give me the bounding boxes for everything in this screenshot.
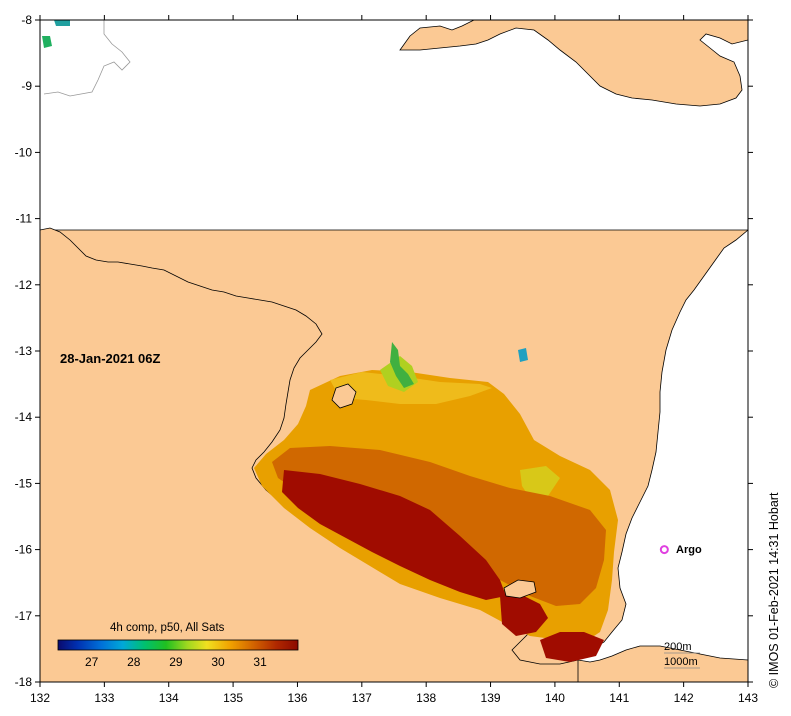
legend-tick-label: 31 [253,655,267,669]
contour-200-label: 200m [664,641,692,653]
lon-tick-label: 132 [30,691,50,705]
lat-tick-label: -16 [15,543,33,557]
lat-tick-label: -15 [15,476,33,490]
lon-tick-label: 141 [609,691,629,705]
lat-tick-label: -17 [15,609,33,623]
argo-float-icon[interactable] [659,545,669,555]
sst-legend: 4h comp, p50, All Sats 27 28 29 30 31 [57,622,299,669]
contour-1000-label: 1000m [664,656,698,668]
nw-sst-patch-2 [54,20,70,26]
contour-scale: 200m 1000m [664,641,700,669]
lat-tick-label: -12 [15,278,33,292]
lat-tick-label: -14 [15,410,33,424]
lon-tick-label: 137 [352,691,372,705]
legend-ticks: 27 28 29 30 31 [85,655,267,669]
new-guinea-land [399,20,748,107]
argo-label: Argo [676,544,702,556]
lon-tick-label: 134 [159,691,179,705]
lon-tick-label: 133 [94,691,114,705]
lat-tick-label: -9 [21,79,32,93]
lat-tick-label: -10 [15,145,33,159]
longitude-axis: 132 133 134 135 136 137 138 139 140 141 142 143 [30,15,758,705]
legend-tick-label: 30 [211,655,225,669]
sst-swath [254,342,618,662]
legend-tick-label: 29 [169,655,183,669]
lon-tick-label: 138 [416,691,436,705]
lon-tick-label: 140 [545,691,565,705]
lat-tick-label: -13 [15,344,33,358]
lat-tick-label: -18 [15,675,33,689]
lat-tick-label: -8 [21,13,32,27]
credit-label: © IMOS 01-Feb-2021 14:31 Hobart [767,492,781,688]
argo-marker[interactable]: Argo [659,544,702,556]
lat-tick-label: -11 [16,212,33,226]
lon-tick-label: 136 [287,691,307,705]
colorbar [57,639,299,651]
lon-tick-label: 143 [738,691,758,705]
lon-tick-label: 135 [223,691,243,705]
nw-sst-patch [42,36,52,48]
mornington-island [503,579,537,599]
latitude-axis: -8 -9 -10 -11 -12 -13 -14 -15 -16 -17 -18 [15,13,753,689]
groote-island [331,383,357,409]
lon-tick-label: 139 [481,691,501,705]
legend-title: 4h comp, p50, All Sats [110,622,225,634]
bathymetry-contour [43,20,131,97]
date-label: 28-Jan-2021 06Z [60,351,161,366]
legend-tick-label: 27 [85,655,99,669]
lon-tick-label: 142 [674,691,694,705]
legend-tick-label: 28 [127,655,141,669]
